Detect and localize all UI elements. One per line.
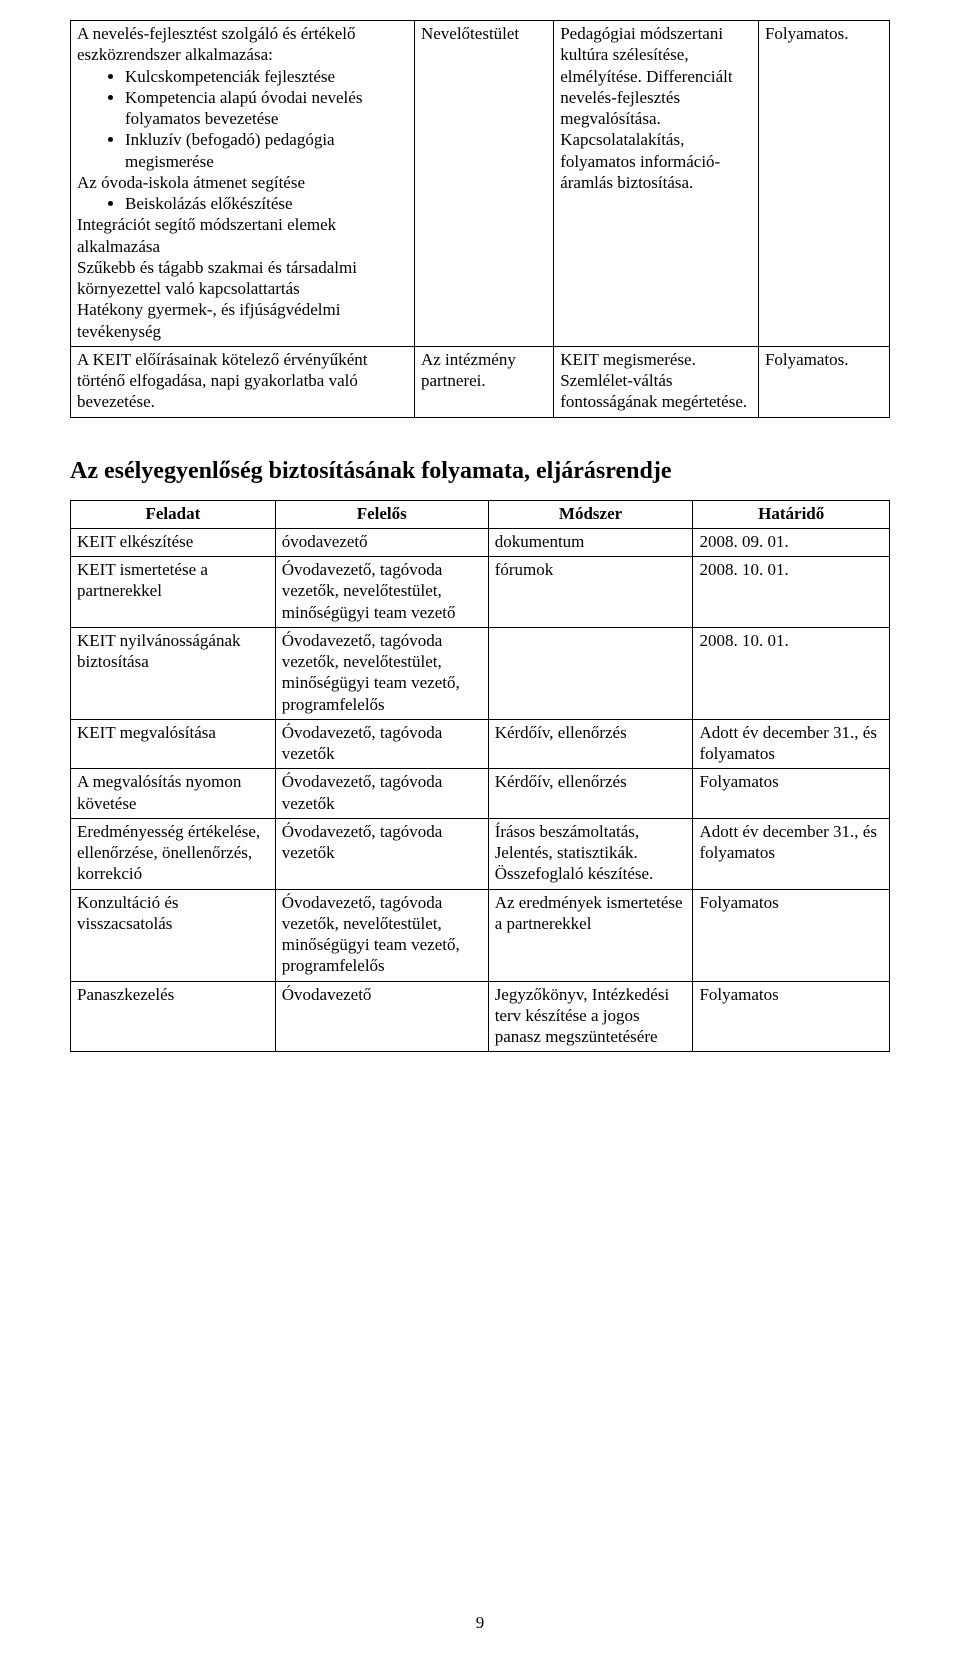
list-item: Kompetencia alapú óvodai nevelés folyama… (125, 87, 408, 130)
cell-feladat: KEIT nyilvánosságának biztosítása (71, 627, 276, 719)
table-row: KEIT ismertetése a partnerekkel Óvodavez… (71, 557, 890, 628)
cell-hatarido: Adott év december 31., és folyamatos (693, 818, 890, 889)
cell-felelos: Óvodavezető, tagóvoda vezetők, nevelőtes… (275, 627, 488, 719)
cell-result: KEIT megismerése. Szemlélet-váltás fonto… (554, 346, 759, 417)
cell-felelos: Óvodavezető, tagóvoda vezetők, nevelőtes… (275, 889, 488, 981)
col-header-feladat: Feladat (71, 500, 276, 528)
cell-responsible: Az intézmény partnerei. (414, 346, 553, 417)
cell-felelos: Óvodavezető, tagóvoda vezetők (275, 769, 488, 819)
cell-hatarido: Adott év december 31., és folyamatos (693, 719, 890, 769)
cell-deadline: Folyamatos. (758, 346, 889, 417)
cell-feladat: KEIT ismertetése a partnerekkel (71, 557, 276, 628)
cell-modszer: dokumentum (488, 528, 693, 556)
table-row: A nevelés-fejlesztést szolgáló és értéke… (71, 21, 890, 347)
cell-feladat: A megvalósítás nyomon követése (71, 769, 276, 819)
cell-hatarido: 2008. 10. 01. (693, 557, 890, 628)
cell-feladat: KEIT elkészítése (71, 528, 276, 556)
activity-mid: Az óvoda-iskola átmenet segítése (77, 172, 408, 193)
section-heading: Az esélyegyenlőség biztosításának folyam… (70, 456, 890, 486)
cell-hatarido: Folyamatos (693, 981, 890, 1052)
cell-modszer (488, 627, 693, 719)
cell-result: Pedagógiai módszertani kultúra szélesíté… (554, 21, 759, 347)
cell-felelos: Óvodavezető, tagóvoda vezetők (275, 719, 488, 769)
upper-table: A nevelés-fejlesztést szolgáló és értéke… (70, 20, 890, 418)
list-item: Inkluzív (befogadó) pedagógia megismerés… (125, 129, 408, 172)
cell-modszer: Írásos beszámoltatás, Jelentés, statiszt… (488, 818, 693, 889)
cell-modszer: Az eredmények ismertetése a partnerekkel (488, 889, 693, 981)
cell-hatarido: Folyamatos (693, 889, 890, 981)
table-row: A megvalósítás nyomon követése Óvodaveze… (71, 769, 890, 819)
table-row: Eredményesség értékelése, ellenőrzése, ö… (71, 818, 890, 889)
cell-felelos: Óvodavezető, tagóvoda vezetők, nevelőtes… (275, 557, 488, 628)
cell-feladat: Panaszkezelés (71, 981, 276, 1052)
activity-intro: A nevelés-fejlesztést szolgáló és értéke… (77, 23, 408, 66)
cell-modszer: Jegyzőkönyv, Intézkedési terv készítése … (488, 981, 693, 1052)
cell-activity: A KEIT előírásainak kötelező érvényűként… (71, 346, 415, 417)
cell-feladat: KEIT megvalósítása (71, 719, 276, 769)
cell-deadline: Folyamatos. (758, 21, 889, 347)
cell-hatarido: 2008. 09. 01. (693, 528, 890, 556)
activity-tail-1: Integrációt segítő módszertani elemek al… (77, 214, 408, 257)
activity-bullets-2: Beiskolázás előkészítése (77, 193, 408, 214)
activity-tail-2: Szűkebb és tágabb szakmai és társadalmi … (77, 257, 408, 300)
table-row: KEIT nyilvánosságának biztosítása Óvodav… (71, 627, 890, 719)
lower-table: Feladat Felelős Módszer Határidő KEIT el… (70, 500, 890, 1053)
table-row: KEIT elkészítése óvodavezető dokumentum … (71, 528, 890, 556)
table-header-row: Feladat Felelős Módszer Határidő (71, 500, 890, 528)
cell-felelos: Óvodavezető, tagóvoda vezetők (275, 818, 488, 889)
cell-activity: A nevelés-fejlesztést szolgáló és értéke… (71, 21, 415, 347)
col-header-modszer: Módszer (488, 500, 693, 528)
cell-responsible: Nevelőtestület (414, 21, 553, 347)
col-header-felelos: Felelős (275, 500, 488, 528)
cell-feladat: Eredményesség értékelése, ellenőrzése, ö… (71, 818, 276, 889)
table-row: A KEIT előírásainak kötelező érvényűként… (71, 346, 890, 417)
list-item: Kulcskompetenciák fejlesztése (125, 66, 408, 87)
cell-modszer: Kérdőív, ellenőrzés (488, 719, 693, 769)
table-row: KEIT megvalósítása Óvodavezető, tagóvoda… (71, 719, 890, 769)
table-row: Panaszkezelés Óvodavezető Jegyzőkönyv, I… (71, 981, 890, 1052)
cell-modszer: fórumok (488, 557, 693, 628)
cell-felelos: óvodavezető (275, 528, 488, 556)
cell-hatarido: 2008. 10. 01. (693, 627, 890, 719)
cell-felelos: Óvodavezető (275, 981, 488, 1052)
cell-hatarido: Folyamatos (693, 769, 890, 819)
page-number: 9 (70, 1612, 890, 1633)
activity-bullets: Kulcskompetenciák fejlesztése Kompetenci… (77, 66, 408, 172)
col-header-hatarido: Határidő (693, 500, 890, 528)
activity-tail-3: Hatékony gyermek-, és ifjúságvédelmi tev… (77, 299, 408, 342)
table-row: Konzultáció és visszacsatolás Óvodavezet… (71, 889, 890, 981)
cell-modszer: Kérdőív, ellenőrzés (488, 769, 693, 819)
list-item: Beiskolázás előkészítése (125, 193, 408, 214)
cell-feladat: Konzultáció és visszacsatolás (71, 889, 276, 981)
